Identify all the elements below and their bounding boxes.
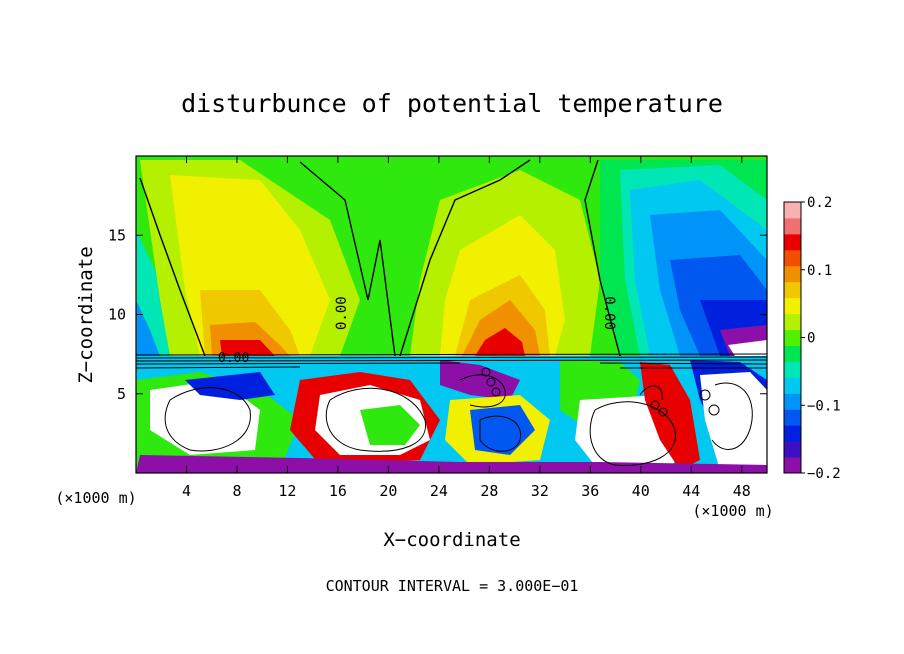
contour-label-left: 0.00 bbox=[334, 296, 350, 330]
contour-label-right: 0.00 bbox=[601, 296, 617, 330]
x-axis: 4 8 12 16 20 24 28 32 36 40 44 48 bbox=[182, 156, 751, 500]
field-region-white-right bbox=[728, 340, 767, 356]
x-tick-label: 8 bbox=[232, 482, 241, 500]
colorbar-tick-label: 0.2 bbox=[807, 195, 832, 211]
x-tick-label: 24 bbox=[430, 482, 448, 500]
x-tick-label: 44 bbox=[682, 482, 700, 500]
x-tick-label: 32 bbox=[531, 482, 549, 500]
contour-zero-left2 bbox=[299, 161, 396, 357]
contour-zero-right bbox=[584, 159, 621, 357]
lower-region-green-2 bbox=[360, 405, 420, 445]
x-unit-left: (×1000 m) bbox=[55, 489, 136, 507]
x-tick-label: 48 bbox=[733, 482, 751, 500]
x-unit-right: (×1000 m) bbox=[692, 502, 773, 520]
x-tick-label: 28 bbox=[480, 482, 498, 500]
colorbar: 0.2 0.1 0 −0.1 −0.2 bbox=[783, 195, 841, 482]
colorbar-segment bbox=[784, 361, 801, 378]
colorbar-tick-label: −0.1 bbox=[807, 398, 841, 414]
x-tick-label: 40 bbox=[632, 482, 650, 500]
colorbar-tick-label: −0.2 bbox=[807, 466, 841, 482]
colorbar-segment bbox=[784, 377, 801, 394]
lower-contours bbox=[164, 367, 753, 466]
x-tick-label: 16 bbox=[329, 482, 347, 500]
lower-region-blue-1 bbox=[185, 372, 275, 400]
colorbar-segment bbox=[784, 441, 801, 458]
lower-region-purple-2 bbox=[136, 455, 767, 473]
colorbar-tick-label: 0 bbox=[807, 331, 815, 347]
contour-zero-left bbox=[139, 177, 206, 357]
y-tick-label: 15 bbox=[108, 226, 126, 244]
x-tick-label: 12 bbox=[278, 482, 296, 500]
x-tick-label: 36 bbox=[581, 482, 599, 500]
colorbar-tick-label: 0.1 bbox=[807, 263, 832, 279]
colorbar-segment bbox=[784, 425, 801, 442]
colorbar-segment bbox=[784, 457, 801, 474]
contour-labels: 0.00 0.00 0.00 bbox=[218, 296, 617, 366]
chart-title: disturbunce of potential temperature bbox=[181, 89, 723, 118]
plot-area bbox=[136, 156, 767, 473]
contour-interval-footer: CONTOUR INTERVAL = 3.000E−01 bbox=[326, 577, 579, 595]
y-axis: 5 10 15 bbox=[108, 226, 767, 403]
colorbar-segment bbox=[784, 249, 801, 267]
y-axis-label: Z−coordinate bbox=[75, 246, 97, 383]
contour-label-inversion: 0.00 bbox=[218, 351, 249, 366]
field-region-red-mid bbox=[475, 328, 525, 356]
colorbar-segment bbox=[784, 233, 801, 251]
x-tick-label: 20 bbox=[379, 482, 397, 500]
colorbar-segment bbox=[784, 217, 801, 235]
field-region-red-left bbox=[220, 340, 275, 356]
colorbar-segment bbox=[784, 329, 801, 346]
colorbar-segment bbox=[784, 345, 801, 362]
y-tick-label: 5 bbox=[117, 385, 126, 403]
colorbar-segment bbox=[784, 202, 801, 219]
x-tick-label: 4 bbox=[182, 482, 191, 500]
colorbar-segment bbox=[784, 393, 801, 410]
colorbar-segment bbox=[784, 409, 801, 426]
lower-region-red-2 bbox=[640, 362, 700, 470]
inversion-contour-band bbox=[136, 353, 767, 369]
x-axis-label: X−coordinate bbox=[383, 529, 520, 551]
colorbar-segment bbox=[784, 265, 801, 283]
colorbar-segment bbox=[784, 297, 801, 315]
y-tick-label: 10 bbox=[108, 306, 126, 324]
contour-zero-mid bbox=[399, 159, 531, 357]
colorbar-segment bbox=[784, 313, 801, 331]
colorbar-segment bbox=[784, 281, 801, 299]
